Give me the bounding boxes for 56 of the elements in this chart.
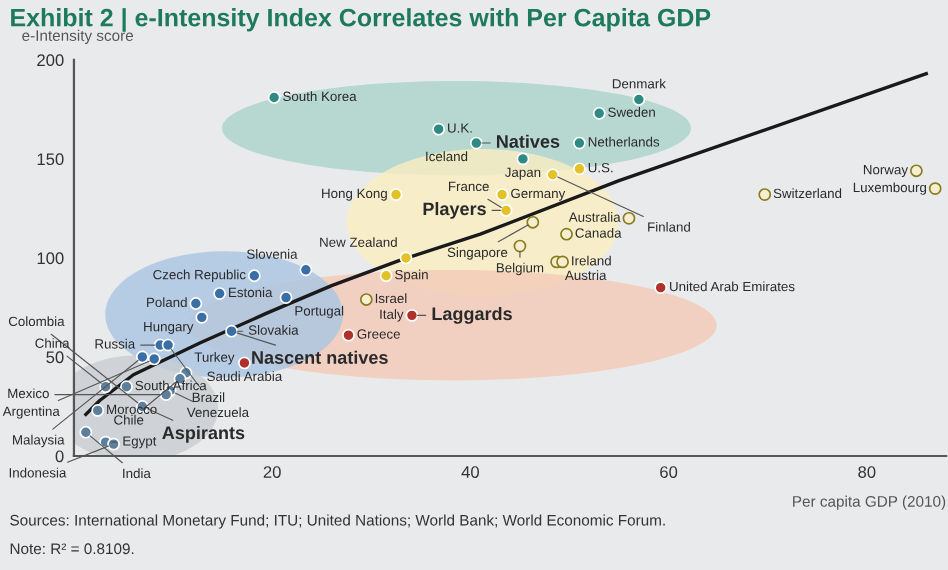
point xyxy=(573,162,586,176)
point xyxy=(654,281,668,295)
y-tick-label: 0 xyxy=(55,450,64,463)
point xyxy=(622,211,636,225)
point xyxy=(135,350,149,364)
point xyxy=(499,203,513,217)
point xyxy=(225,324,238,338)
point xyxy=(556,255,569,269)
point xyxy=(469,136,483,150)
x-tick-label: 80 xyxy=(858,466,876,478)
point xyxy=(91,404,105,417)
point xyxy=(432,122,446,136)
line-series xyxy=(84,72,928,417)
series-label: Natives xyxy=(496,134,560,148)
x-tick-label: 60 xyxy=(660,466,678,478)
point xyxy=(516,152,530,166)
point xyxy=(632,93,646,106)
point xyxy=(279,291,293,304)
point xyxy=(238,356,251,370)
point xyxy=(573,136,586,150)
point xyxy=(299,263,313,277)
point xyxy=(513,239,527,253)
point xyxy=(546,168,560,182)
point xyxy=(359,293,373,306)
point xyxy=(120,380,133,394)
point xyxy=(247,269,261,283)
point xyxy=(758,188,772,201)
point xyxy=(79,425,93,439)
point xyxy=(379,269,393,283)
point xyxy=(267,91,281,104)
point xyxy=(526,215,540,229)
y-tick-label: 200 xyxy=(37,54,64,67)
point xyxy=(495,188,509,201)
y-tick-label: 150 xyxy=(37,153,64,166)
y-tick-label: 100 xyxy=(37,252,64,265)
point xyxy=(213,287,227,300)
point xyxy=(195,310,209,324)
series-label: Nascent natives xyxy=(252,350,388,364)
series-label: Laggards xyxy=(432,306,512,324)
point xyxy=(189,297,203,310)
point xyxy=(389,188,403,201)
y-tick-label: 50 xyxy=(46,351,64,364)
series-label: Aspirants xyxy=(162,425,245,443)
point xyxy=(147,352,161,366)
point xyxy=(909,164,923,178)
x-tick-label: 20 xyxy=(263,466,281,478)
point xyxy=(560,227,573,241)
point xyxy=(928,182,942,195)
series-label: Players xyxy=(423,201,486,219)
x-tick-label: 40 xyxy=(461,466,479,478)
point xyxy=(161,338,175,352)
point xyxy=(342,328,355,342)
point xyxy=(399,251,413,265)
point xyxy=(405,308,419,322)
chart-title: Exhibit 2 | e-Intensity Index Correlates with Per Capita GDP xyxy=(11,8,711,32)
point xyxy=(592,106,606,120)
